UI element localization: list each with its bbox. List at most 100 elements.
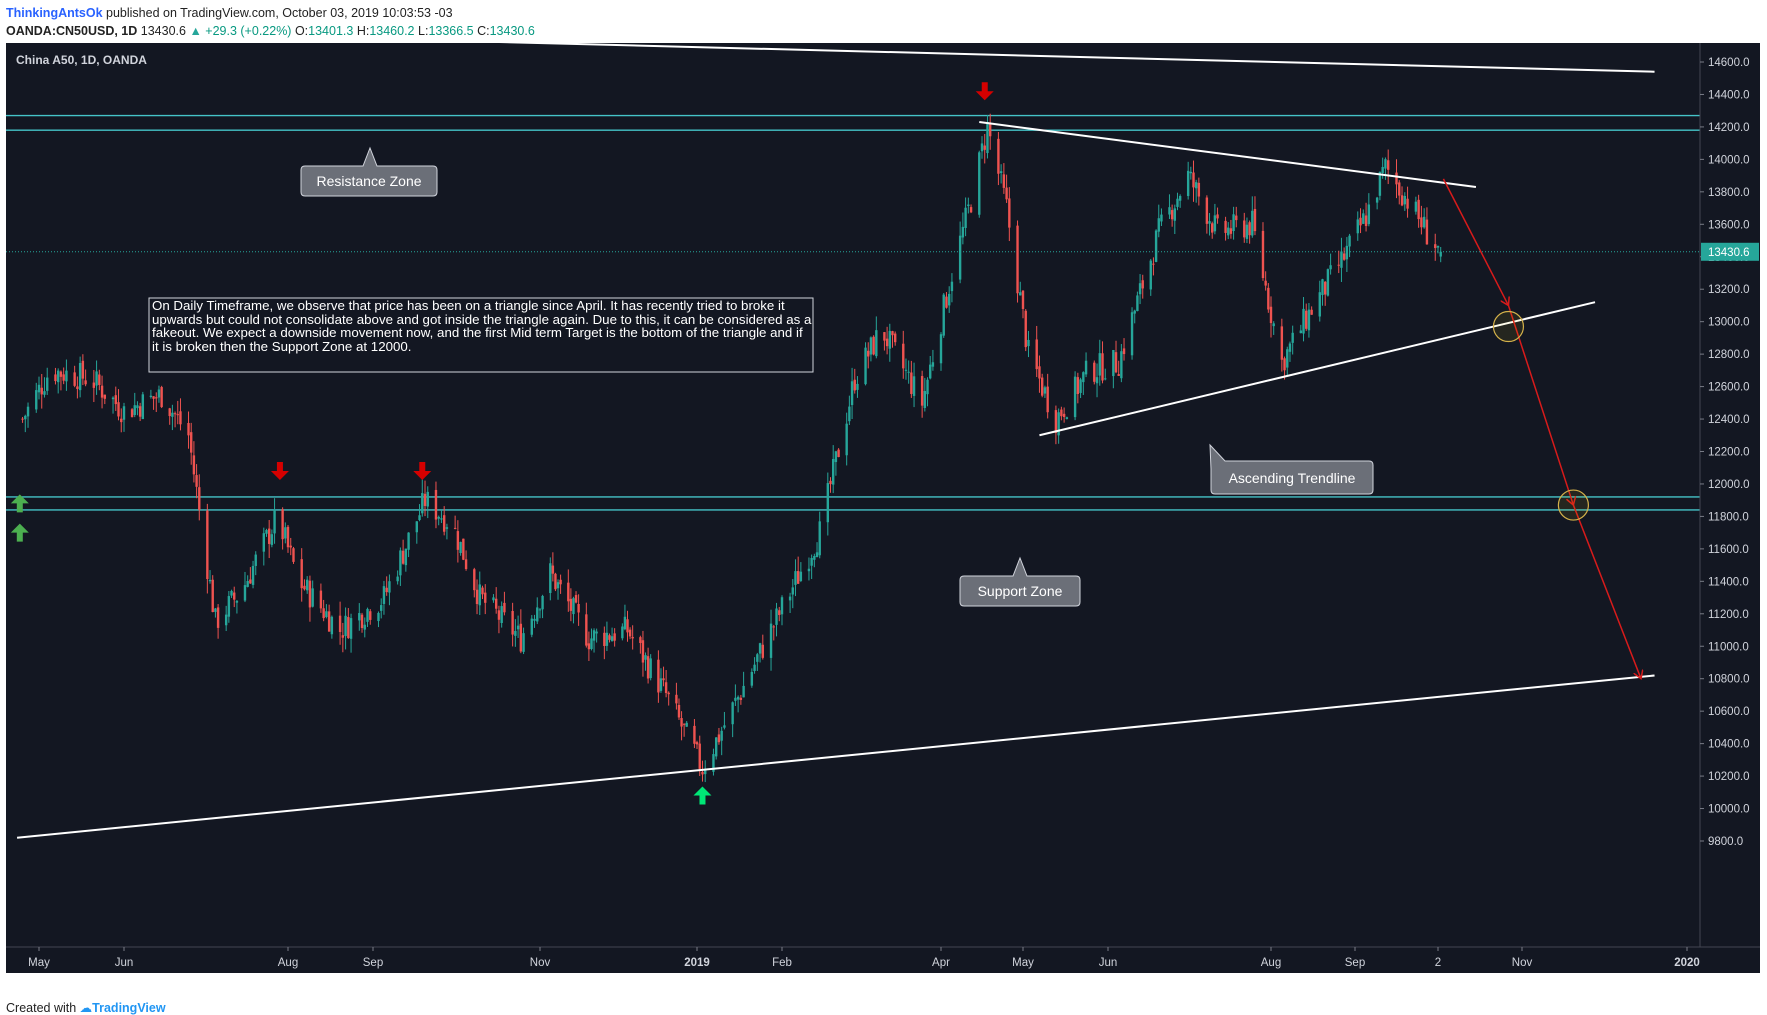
candle-body[interactable] — [961, 226, 965, 238]
candle-body[interactable] — [631, 636, 634, 639]
projection-arrow[interactable] — [1442, 178, 1508, 306]
candle-body[interactable] — [832, 458, 835, 485]
candle-body[interactable] — [997, 138, 1000, 174]
candle-body[interactable] — [1060, 409, 1063, 417]
candle-body[interactable] — [522, 633, 525, 652]
candle-body[interactable] — [1205, 197, 1209, 224]
candle-body[interactable] — [273, 509, 276, 534]
candle-body[interactable] — [21, 418, 24, 420]
candle-body[interactable] — [1362, 213, 1365, 224]
candle-body[interactable] — [1216, 214, 1219, 219]
candle-body[interactable] — [1342, 253, 1346, 260]
candle-body[interactable] — [538, 609, 542, 611]
trendline-upper-long[interactable] — [455, 39, 1655, 73]
candle-body[interactable] — [1384, 159, 1387, 169]
candle-body[interactable] — [481, 587, 484, 595]
candle-body[interactable] — [78, 363, 82, 391]
candle-body[interactable] — [853, 379, 856, 391]
candle-body[interactable] — [1035, 339, 1038, 370]
candle-body[interactable] — [712, 754, 715, 772]
candle-body[interactable] — [311, 588, 314, 607]
candle-body[interactable] — [1084, 360, 1088, 375]
candle-body[interactable] — [198, 487, 201, 510]
candle-body[interactable] — [478, 584, 481, 606]
candle-body[interactable] — [1043, 387, 1047, 394]
candle-body[interactable] — [756, 654, 759, 662]
candle-body[interactable] — [1403, 195, 1406, 205]
candle-body[interactable] — [912, 376, 916, 396]
candle-body[interactable] — [1157, 218, 1160, 232]
candle-body[interactable] — [1057, 412, 1060, 436]
candle-body[interactable] — [662, 678, 665, 681]
candle-body[interactable] — [54, 374, 57, 382]
candle-body[interactable] — [84, 380, 87, 385]
candle-body[interactable] — [1192, 172, 1195, 188]
candle-body[interactable] — [772, 626, 775, 628]
candle-body[interactable] — [807, 568, 811, 572]
candle-body[interactable] — [1120, 351, 1123, 379]
candle-body[interactable] — [434, 489, 438, 520]
candle-body[interactable] — [40, 387, 43, 395]
candle-body[interactable] — [267, 528, 271, 544]
candle-body[interactable] — [788, 596, 792, 601]
candle-body[interactable] — [834, 451, 838, 463]
candle-body[interactable] — [1005, 187, 1008, 200]
candle-body[interactable] — [1267, 287, 1270, 310]
candle-body[interactable] — [1019, 292, 1022, 296]
candle-body[interactable] — [1400, 195, 1404, 206]
candle-body[interactable] — [875, 330, 878, 357]
candle-body[interactable] — [224, 614, 228, 626]
candle-body[interactable] — [761, 644, 765, 658]
candle-body[interactable] — [360, 614, 364, 629]
candle-body[interactable] — [1345, 245, 1349, 260]
candle-body[interactable] — [516, 625, 520, 630]
candle-body[interactable] — [1414, 201, 1418, 212]
candle-body[interactable] — [864, 347, 867, 385]
candle-body[interactable] — [76, 386, 79, 389]
candle-body[interactable] — [989, 124, 992, 137]
candle-body[interactable] — [130, 409, 134, 418]
candle-body[interactable] — [308, 580, 312, 608]
candle-body[interactable] — [1002, 174, 1006, 188]
candle-body[interactable] — [401, 550, 405, 564]
candle-body[interactable] — [888, 330, 891, 349]
candle-body[interactable] — [173, 413, 177, 415]
candle-body[interactable] — [536, 607, 539, 622]
candle-body[interactable] — [567, 582, 570, 602]
candle-body[interactable] — [1130, 312, 1134, 356]
candle-body[interactable] — [1027, 339, 1030, 347]
candle-body[interactable] — [377, 612, 380, 622]
candle-body[interactable] — [1364, 215, 1368, 227]
candle-body[interactable] — [929, 364, 932, 379]
candle-body[interactable] — [848, 406, 851, 422]
candle-body[interactable] — [246, 580, 249, 587]
candle-body[interactable] — [1073, 376, 1077, 418]
candle-body[interactable] — [1302, 308, 1305, 334]
target-circle[interactable] — [1492, 310, 1525, 343]
candle-body[interactable] — [214, 608, 217, 612]
candle-body[interactable] — [1194, 182, 1198, 189]
candle-body[interactable] — [649, 658, 652, 679]
candle-body[interactable] — [646, 656, 650, 679]
candle-body[interactable] — [695, 742, 699, 745]
candle-body[interactable] — [120, 418, 123, 423]
candle-body[interactable] — [551, 565, 555, 574]
candle-body[interactable] — [1038, 366, 1041, 379]
candle-body[interactable] — [1065, 417, 1069, 419]
candle-body[interactable] — [753, 664, 756, 671]
candle-body[interactable] — [685, 722, 688, 727]
candle-body[interactable] — [1307, 309, 1311, 331]
candle-body[interactable] — [1141, 280, 1144, 289]
candle-body[interactable] — [230, 590, 233, 596]
candle-body[interactable] — [407, 532, 410, 550]
candle-body[interactable] — [138, 406, 142, 417]
candle-body[interactable] — [720, 730, 723, 741]
candle-body[interactable] — [983, 145, 986, 150]
candle-body[interactable] — [396, 576, 399, 582]
candle-body[interactable] — [559, 579, 562, 585]
candle-body[interactable] — [43, 391, 46, 395]
candle-body[interactable] — [1367, 204, 1371, 225]
candle-body[interactable] — [176, 414, 179, 416]
candle-body[interactable] — [549, 563, 552, 594]
candle-body[interactable] — [541, 595, 544, 610]
